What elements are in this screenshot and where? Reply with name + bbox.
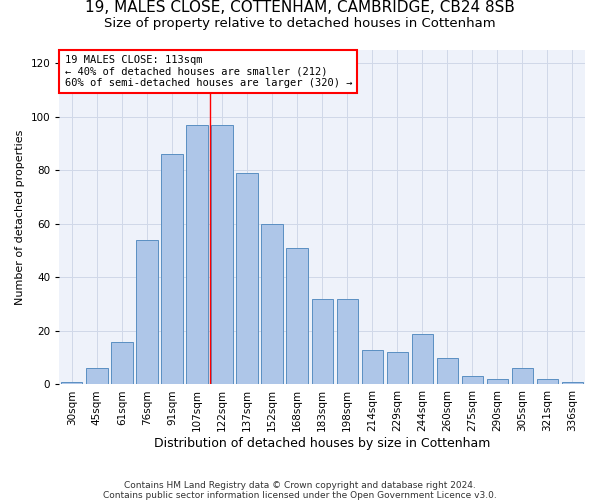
- Bar: [311, 299, 333, 384]
- Bar: [187, 125, 208, 384]
- Text: Contains HM Land Registry data © Crown copyright and database right 2024.
Contai: Contains HM Land Registry data © Crown c…: [103, 480, 497, 500]
- Bar: [512, 368, 533, 384]
- Bar: [337, 299, 358, 384]
- Text: 19 MALES CLOSE: 113sqm
← 40% of detached houses are smaller (212)
60% of semi-de: 19 MALES CLOSE: 113sqm ← 40% of detached…: [65, 55, 352, 88]
- Bar: [362, 350, 383, 384]
- Bar: [386, 352, 408, 384]
- Bar: [487, 379, 508, 384]
- Y-axis label: Number of detached properties: Number of detached properties: [15, 130, 25, 305]
- Bar: [236, 173, 258, 384]
- Text: 19, MALES CLOSE, COTTENHAM, CAMBRIDGE, CB24 8SB: 19, MALES CLOSE, COTTENHAM, CAMBRIDGE, C…: [85, 0, 515, 15]
- Bar: [136, 240, 158, 384]
- Bar: [86, 368, 107, 384]
- X-axis label: Distribution of detached houses by size in Cottenham: Distribution of detached houses by size …: [154, 437, 490, 450]
- Bar: [211, 125, 233, 384]
- Bar: [462, 376, 483, 384]
- Bar: [562, 382, 583, 384]
- Bar: [537, 379, 558, 384]
- Bar: [437, 358, 458, 384]
- Bar: [286, 248, 308, 384]
- Bar: [161, 154, 182, 384]
- Bar: [262, 224, 283, 384]
- Bar: [61, 382, 82, 384]
- Text: Size of property relative to detached houses in Cottenham: Size of property relative to detached ho…: [104, 18, 496, 30]
- Bar: [111, 342, 133, 384]
- Bar: [412, 334, 433, 384]
